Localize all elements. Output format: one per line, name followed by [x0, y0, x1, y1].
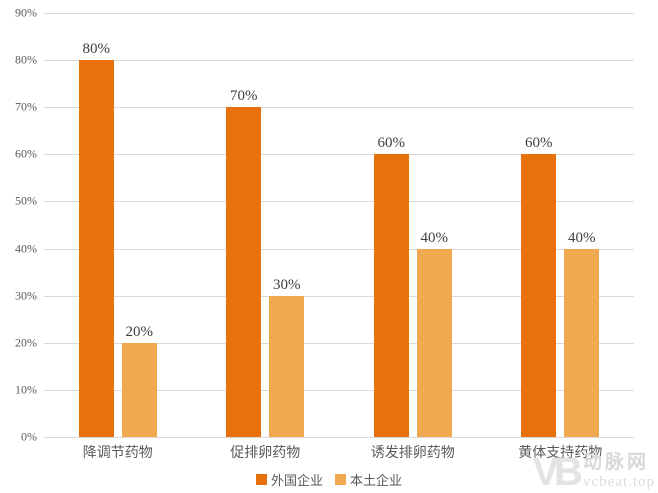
data-label: 80% — [82, 41, 111, 58]
y-axis-tick-label: 80% — [15, 52, 37, 67]
x-axis-category-labels: 降调节药物 促排卵药物 诱发排卵药物 黄体支持药物 — [44, 442, 634, 462]
bar-group: 80% 20% — [44, 13, 192, 437]
legend-item: 外国企业 — [255, 470, 323, 489]
y-axis-tick-label: 50% — [15, 193, 37, 208]
bar-column: 30% — [269, 276, 305, 437]
legend-label: 本土企业 — [350, 473, 403, 488]
bar-group: 60% 40% — [339, 13, 487, 437]
gridline — [44, 389, 634, 391]
gridline — [44, 13, 634, 14]
bar-column: 40% — [564, 229, 600, 437]
data-label: 60% — [377, 135, 406, 152]
gridline — [44, 437, 634, 438]
bar-外国企业 — [521, 154, 557, 437]
data-label: 30% — [273, 276, 301, 293]
y-axis-tick-label: 90% — [15, 5, 37, 20]
bar-本土企业 — [121, 342, 157, 437]
gridline — [44, 342, 634, 344]
y-axis-tick-label: 70% — [15, 99, 37, 114]
y-axis-tick-label: 30% — [15, 288, 37, 303]
legend-swatch-icon — [255, 474, 267, 485]
gridline — [44, 60, 634, 62]
gridline — [44, 154, 634, 156]
bar-column: 60% — [373, 135, 409, 437]
data-label: 40% — [420, 229, 449, 246]
bar-外国企业 — [226, 107, 262, 437]
y-axis-tick-label: 40% — [15, 241, 37, 256]
y-axis-tick-label: 10% — [15, 382, 37, 397]
bar-本土企业 — [269, 295, 305, 437]
category-label: 促排卵药物 — [230, 446, 301, 461]
legend-label: 外国企业 — [270, 473, 323, 488]
gridline — [44, 201, 634, 203]
bar-column: 80% — [78, 41, 114, 437]
gridline — [44, 295, 634, 297]
bar-本土企业 — [564, 248, 600, 437]
bar-groups: 80% 20% 70% 30% 60% 40% 60% 40% — [44, 13, 634, 437]
bar-group: 60% 40% — [487, 13, 635, 437]
category-label: 降调节药物 — [82, 446, 153, 461]
gridline — [44, 248, 634, 250]
bar-column: 60% — [521, 135, 557, 437]
bar-外国企业 — [373, 154, 409, 437]
y-axis-tick-label: 0% — [21, 429, 37, 444]
bar-column: 40% — [416, 229, 452, 437]
category-label: 黄体支持药物 — [518, 446, 603, 461]
y-axis-tick-label: 20% — [15, 335, 37, 350]
legend-item: 本土企业 — [335, 470, 402, 489]
data-label: 60% — [525, 135, 553, 152]
bar-本土企业 — [416, 248, 452, 437]
legend-swatch-icon — [335, 474, 346, 485]
bar-外国企业 — [78, 60, 114, 437]
bar-group: 70% 30% — [192, 13, 340, 437]
y-axis-tick-label: 60% — [15, 146, 37, 161]
data-label: 70% — [230, 88, 258, 105]
legend: 外国企业 本土企业 — [0, 470, 658, 489]
plot-area: 0% 10% 20% 30% 40% 50% 60% 70% 80% 90% 80% 20% 70% 30… — [15, 6, 634, 444]
gridline — [44, 107, 634, 109]
data-label: 20% — [125, 323, 154, 340]
category-label: 诱发排卵药物 — [370, 446, 455, 461]
bar-column: 70% — [226, 88, 262, 437]
data-label: 40% — [568, 229, 596, 246]
bar-column: 20% — [121, 323, 157, 437]
